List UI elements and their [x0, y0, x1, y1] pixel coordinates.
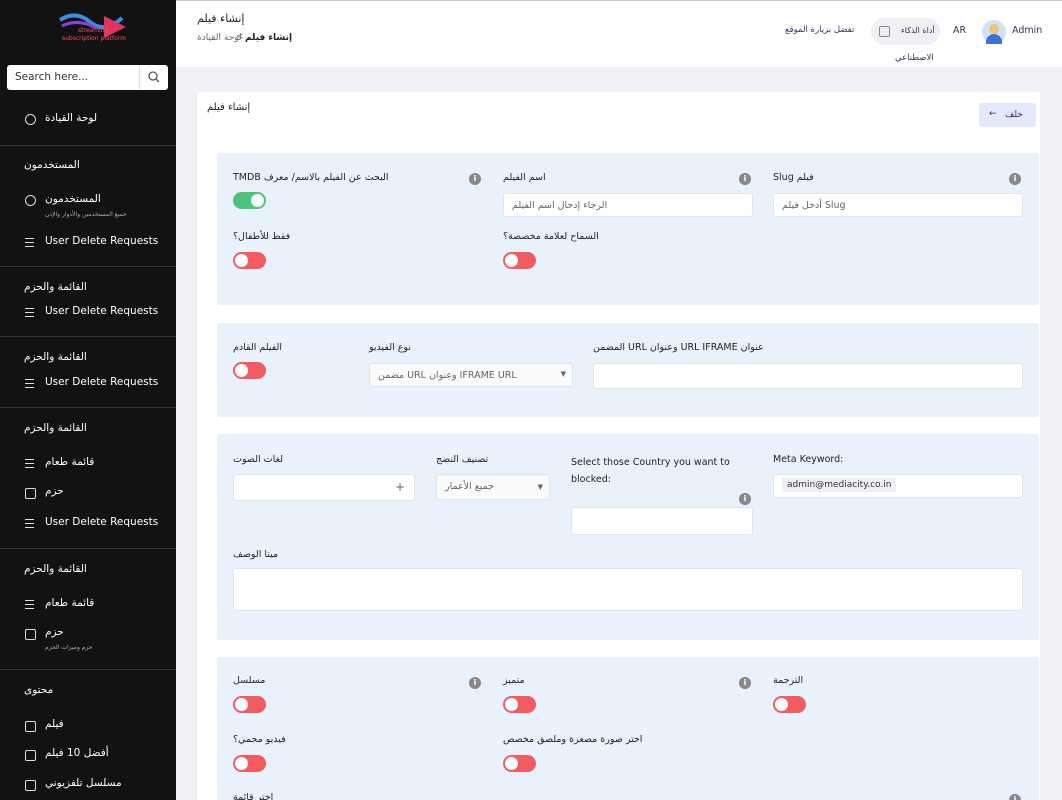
- label: اختر قائمة: [233, 792, 274, 800]
- label: الترجمة: [773, 675, 804, 686]
- select[interactable]: جميع الأعمار ▼: [436, 474, 550, 500]
- icon: [25, 114, 36, 125]
- icon: [25, 750, 36, 761]
- label: اختر صورة مصغرة وملصق مخصص: [503, 734, 643, 745]
- search-placeholder: Search here...: [15, 71, 89, 83]
- section-title: القائمة والحزم: [24, 422, 87, 434]
- toggle[interactable]: [503, 755, 536, 772]
- input[interactable]: [593, 363, 1023, 389]
- panel: الترجمة متميز i مسلسل i اختر صورة مصغرة …: [217, 657, 1039, 800]
- panel: المضمن URL وعنوان URL IFRAME عنوان نوع ا…: [217, 323, 1039, 417]
- label: Slug فيلم: [773, 172, 814, 183]
- ai-button[interactable]: أداة الذكاء: [871, 18, 940, 45]
- section-title: محتوى: [24, 684, 54, 696]
- icon: [25, 195, 36, 206]
- label: ميتا الوصف: [233, 549, 279, 560]
- logo: [58, 13, 126, 38]
- label: متميز: [503, 675, 525, 686]
- section-title: القائمة والحزم: [24, 563, 87, 575]
- toggle[interactable]: [503, 696, 536, 713]
- top-bar: إنشاء فيلم لوحة القيادة < إنشاء فيلم تفض…: [176, 0, 1062, 67]
- label: Meta Keyword:: [773, 454, 844, 465]
- label: فيديو محمي؟: [233, 734, 286, 745]
- nav-item[interactable]: أفضل 10 فيلم: [45, 747, 109, 759]
- text: خلف: [1005, 110, 1023, 120]
- nav-sub: جميع المستخدمين والأدوار والإذن: [45, 211, 127, 218]
- text: +: [394, 480, 405, 494]
- select[interactable]: مضمن URL وعنوان IFRAME URL ▼: [369, 363, 573, 387]
- breadcrumb: إنشاء فيلم: [245, 33, 293, 43]
- breadcrumb[interactable]: لوحة القيادة: [197, 33, 242, 43]
- nav-item[interactable]: حزم: [45, 626, 64, 638]
- label: فقط للأطفال؟: [233, 231, 291, 242]
- visit-site[interactable]: تفضل بزيارة الموقع: [785, 25, 855, 35]
- nav-item[interactable]: User Delete Requests: [45, 376, 159, 388]
- logo-text: subscription platform: [62, 35, 126, 42]
- nav-sub: حزم وميزات الحزم: [45, 644, 93, 651]
- back-button[interactable]: ← خلف: [979, 103, 1036, 127]
- section-title: المستخدمون: [24, 159, 80, 171]
- toggle[interactable]: [233, 192, 266, 209]
- icon: [25, 721, 36, 732]
- input[interactable]: +: [233, 474, 415, 501]
- input[interactable]: admin@mediacity.co.in: [773, 474, 1023, 498]
- toggle[interactable]: [233, 696, 266, 713]
- label: تصنيف النضج: [436, 454, 489, 465]
- separator: <: [236, 32, 244, 42]
- logo-text: streaming: [78, 27, 109, 34]
- label: Select those Country you want to blocked…: [571, 457, 730, 485]
- toggle[interactable]: [233, 362, 266, 379]
- ai-label: أداة الذكاء: [901, 26, 935, 35]
- text: جميع الأعمار: [445, 481, 495, 492]
- panel: Meta Keyword: admin@mediacity.co.in Sele…: [217, 434, 1039, 640]
- card-title: إنشاء فيلم: [207, 102, 251, 113]
- nav-item[interactable]: لوحة القيادة: [45, 112, 98, 124]
- section-title: القائمة والحزم: [24, 351, 87, 363]
- nav-item[interactable]: قائمة طعام: [45, 456, 95, 468]
- label: اسم الفيلم: [503, 172, 546, 183]
- nav-item[interactable]: حزم: [45, 485, 64, 497]
- nav-item[interactable]: User Delete Requests: [45, 305, 159, 317]
- section-title: القائمة والحزم: [24, 281, 87, 293]
- input[interactable]: أدخل فيلم Slug: [773, 193, 1023, 217]
- nav-item[interactable]: المستخدمون: [45, 193, 101, 205]
- label: مسلسل: [233, 675, 266, 686]
- label: الفيلم القادم: [233, 342, 283, 353]
- toggle[interactable]: [233, 252, 266, 269]
- toggle[interactable]: [233, 755, 266, 772]
- label: لغات الصوت: [233, 454, 283, 465]
- toggle[interactable]: [503, 252, 536, 269]
- icon: [25, 488, 36, 499]
- avatar: [982, 20, 1006, 44]
- label: نوع الفيديو: [369, 342, 411, 353]
- nav-item[interactable]: User Delete Requests: [45, 235, 159, 247]
- textarea[interactable]: [233, 568, 1023, 611]
- input[interactable]: [571, 507, 753, 535]
- tag: admin@mediacity.co.in: [782, 478, 897, 492]
- icon: [25, 629, 36, 640]
- nav-item[interactable]: قائمة طعام: [45, 597, 95, 609]
- ai-label: الاصطناعي: [895, 53, 934, 63]
- panel: Slug فيلم i أدخل فيلم Slug اسم الفيلم i …: [217, 153, 1039, 305]
- label: TMDB البحث عن الفيلم بالاسم/ معرف: [233, 172, 389, 183]
- nav-item[interactable]: مسلسل تلفزيوني: [45, 777, 122, 789]
- text: مضمن URL وعنوان IFRAME URL: [378, 370, 517, 381]
- toggle[interactable]: [773, 696, 806, 713]
- input[interactable]: الرجاء إدخال اسم الفيلم: [503, 193, 753, 217]
- page-title: إنشاء فيلم: [197, 12, 245, 25]
- nav-item[interactable]: User Delete Requests: [45, 516, 159, 528]
- search-box[interactable]: Search here...: [7, 65, 168, 90]
- icon: [25, 780, 36, 791]
- label: المضمن URL وعنوان URL IFRAME عنوان: [593, 342, 764, 353]
- label: السماح لعلامة مخصصة؟: [503, 231, 599, 242]
- user-name[interactable]: Admin: [1012, 25, 1043, 36]
- language[interactable]: AR: [953, 25, 967, 36]
- nav-item[interactable]: فيلم: [45, 718, 64, 730]
- sidebar: streaming subscription platform Search h…: [0, 0, 176, 800]
